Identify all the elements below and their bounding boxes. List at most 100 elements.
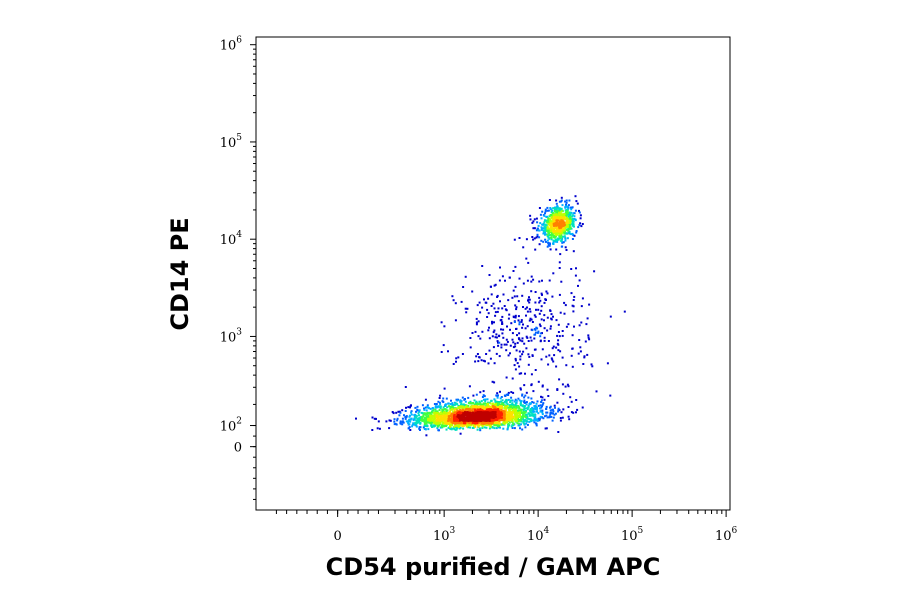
event-dot [484, 409, 487, 412]
event-dot [493, 398, 496, 401]
event-dot [543, 314, 546, 317]
event-dot [564, 211, 567, 214]
event-dot [477, 360, 480, 363]
event-dot [490, 293, 493, 296]
event-dot [388, 419, 391, 422]
event-dot [572, 310, 575, 313]
event-dot [521, 340, 524, 343]
event-dot [516, 341, 519, 344]
event-dot [439, 403, 442, 406]
event-dot [526, 306, 528, 309]
event-dot [511, 296, 514, 299]
event-dot [467, 408, 470, 410]
event-dot [471, 409, 474, 412]
event-dot [489, 425, 492, 428]
event-dot [472, 424, 475, 427]
event-dot [482, 415, 485, 418]
event-dot [514, 359, 517, 362]
event-dot [516, 362, 519, 365]
event-dot [552, 345, 555, 348]
event-dot [549, 409, 552, 412]
event-dot [448, 419, 451, 422]
event-dot [453, 404, 456, 407]
event-dot [498, 422, 501, 425]
event-dot [490, 414, 493, 417]
event-dot [549, 223, 551, 226]
event-dot [540, 318, 543, 321]
event-dot [471, 418, 474, 421]
event-dot [547, 241, 550, 244]
event-dot [584, 340, 587, 343]
event-dot [486, 411, 489, 414]
event-dot [551, 347, 554, 350]
event-dot [564, 226, 567, 229]
event-dot [486, 404, 489, 407]
event-dot [445, 419, 447, 422]
event-dot [435, 410, 438, 413]
event-dot [478, 416, 481, 419]
event-dot [557, 431, 560, 433]
event-dot [553, 235, 555, 237]
event-dot [496, 422, 499, 425]
event-dot [543, 327, 546, 330]
event-dot [524, 426, 527, 429]
event-dot [518, 365, 521, 368]
event-dot [492, 302, 495, 305]
event-dot [502, 336, 505, 339]
event-dot [529, 317, 532, 320]
event-dot [563, 301, 566, 304]
event-dot [550, 233, 553, 236]
event-dot [555, 213, 558, 216]
event-dot [514, 409, 516, 412]
event-dot [503, 416, 506, 418]
event-dot [492, 415, 495, 418]
event-dot [435, 414, 438, 417]
event-dot [519, 402, 522, 405]
event-dot [499, 426, 501, 429]
event-dot [475, 400, 478, 403]
event-dot [563, 312, 566, 315]
event-dot [517, 412, 519, 415]
event-dot [546, 245, 549, 248]
event-dot [531, 329, 534, 332]
event-dot [487, 401, 489, 404]
event-dot [565, 201, 568, 204]
event-dot [415, 419, 418, 422]
event-dot [407, 406, 410, 409]
event-dot [560, 238, 563, 241]
event-dot [525, 401, 528, 404]
event-dot [493, 427, 496, 430]
event-dot [512, 391, 515, 394]
event-dot [510, 396, 513, 399]
event-dot [438, 397, 441, 399]
event-dot [535, 424, 538, 427]
event-dot [469, 419, 472, 422]
event-dot [500, 416, 503, 419]
event-dot [538, 417, 541, 420]
event-dot [488, 337, 491, 340]
event-dot [497, 408, 500, 411]
event-dot [409, 420, 412, 423]
event-dot [514, 345, 517, 348]
event-dot [531, 413, 534, 416]
y-tick-label: 102 [220, 417, 242, 435]
event-dot [439, 417, 442, 420]
event-dot [546, 316, 549, 319]
event-dot [509, 401, 512, 404]
event-dot [507, 394, 510, 396]
event-dot [509, 352, 511, 355]
event-dot [485, 301, 488, 304]
event-dot [455, 428, 458, 431]
event-dot [475, 323, 478, 326]
event-dot [518, 323, 521, 326]
event-dot [404, 417, 407, 420]
event-dot [459, 426, 462, 429]
event-dot [580, 305, 583, 308]
event-dot [444, 418, 447, 421]
event-dot [534, 291, 537, 293]
event-dot [466, 419, 469, 422]
x-axis-ticks: 0 103 104 105 106 [275, 510, 738, 544]
event-dot [562, 241, 565, 244]
event-dot [464, 275, 467, 278]
